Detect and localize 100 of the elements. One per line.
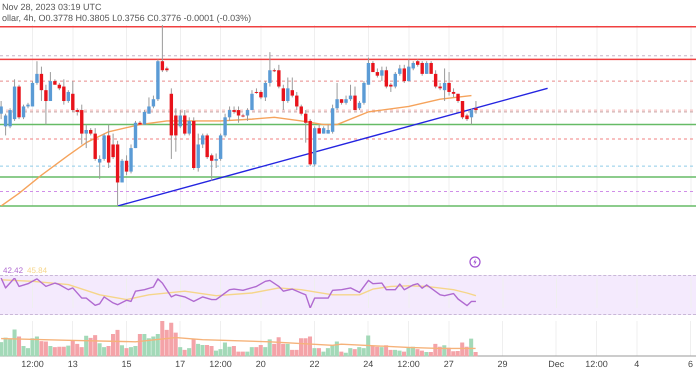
x-tick-label: 6 bbox=[688, 359, 694, 370]
candlestick bbox=[268, 52, 272, 88]
bar bbox=[348, 348, 352, 356]
candlestick bbox=[223, 113, 227, 138]
bar bbox=[16, 336, 22, 356]
x-tick-label: 29 bbox=[497, 359, 508, 370]
candlestick bbox=[447, 72, 451, 96]
candlestick bbox=[424, 60, 428, 74]
candlestick bbox=[376, 68, 380, 78]
bar bbox=[290, 350, 294, 356]
candlestick bbox=[300, 104, 303, 116]
x-tick-label: 12:00 bbox=[21, 359, 44, 370]
candlestick bbox=[178, 110, 182, 129]
candlestick bbox=[259, 90, 263, 100]
candlestick bbox=[394, 72, 398, 89]
candlestick bbox=[452, 88, 456, 98]
candlestick bbox=[420, 60, 424, 76]
bar bbox=[196, 344, 200, 356]
bar bbox=[240, 352, 245, 356]
candlestick bbox=[344, 95, 348, 106]
bar bbox=[209, 346, 214, 356]
bar bbox=[357, 347, 362, 356]
candlestick bbox=[0, 100, 3, 120]
bar bbox=[316, 348, 321, 356]
candlestick bbox=[264, 80, 268, 102]
bar bbox=[192, 339, 196, 356]
candlestick bbox=[286, 76, 290, 104]
bar bbox=[370, 346, 375, 356]
candlestick bbox=[228, 106, 232, 122]
candlestick bbox=[402, 64, 406, 84]
bar bbox=[66, 346, 70, 356]
bar bbox=[380, 347, 384, 356]
candlestick bbox=[398, 64, 402, 76]
candlestick bbox=[200, 133, 204, 149]
bar bbox=[227, 346, 232, 356]
bar bbox=[424, 352, 428, 356]
bar bbox=[352, 349, 357, 356]
bar bbox=[48, 346, 52, 356]
bar bbox=[156, 334, 160, 356]
candlestick bbox=[335, 82, 339, 111]
candlestick bbox=[160, 24, 164, 73]
candlestick bbox=[384, 66, 388, 89]
bar bbox=[250, 347, 254, 356]
bar bbox=[182, 350, 187, 356]
candlestick bbox=[102, 133, 106, 162]
candlestick bbox=[48, 72, 52, 102]
bar bbox=[120, 345, 124, 356]
bar bbox=[44, 341, 48, 356]
x-tick-label: 12:00 bbox=[209, 359, 232, 370]
candlestick bbox=[196, 133, 200, 172]
candlestick bbox=[66, 90, 70, 104]
bar bbox=[178, 347, 182, 356]
bar bbox=[474, 352, 478, 356]
bar bbox=[115, 330, 120, 356]
candlestick bbox=[214, 153, 218, 168]
text: 45.84 bbox=[27, 266, 48, 275]
x-tick-label: 12:00 bbox=[397, 359, 420, 370]
candlestick bbox=[282, 84, 286, 111]
candlestick bbox=[330, 104, 334, 134]
candlestick bbox=[44, 84, 48, 126]
x-tick-label: 17 bbox=[175, 359, 186, 370]
x-tick-label: 24 bbox=[363, 359, 374, 370]
candlestick bbox=[183, 110, 186, 136]
bar bbox=[397, 350, 402, 356]
x-tick-label: 4 bbox=[634, 359, 640, 370]
x-tick-label: 12:00 bbox=[585, 359, 608, 370]
bar bbox=[339, 352, 344, 356]
candlestick bbox=[152, 95, 156, 109]
bar bbox=[205, 344, 210, 356]
candlestick bbox=[188, 116, 191, 136]
candlestick bbox=[84, 124, 88, 149]
x-tick-label: 27 bbox=[444, 359, 454, 370]
x-tick-label: 20 bbox=[256, 359, 266, 370]
candlestick bbox=[218, 133, 222, 162]
bar bbox=[308, 336, 312, 356]
bar bbox=[4, 338, 8, 356]
candlestick bbox=[295, 91, 298, 111]
candlestick bbox=[98, 154, 102, 180]
candlestick bbox=[470, 108, 474, 126]
bar bbox=[469, 338, 474, 356]
bar bbox=[214, 350, 218, 356]
bar bbox=[402, 352, 406, 356]
bar bbox=[312, 348, 317, 356]
bar bbox=[34, 336, 39, 356]
bar bbox=[393, 350, 398, 356]
candlestick bbox=[120, 158, 124, 183]
text: 42.42 bbox=[3, 266, 24, 275]
bar bbox=[138, 334, 142, 356]
bar bbox=[133, 346, 138, 356]
x-tick-label: 22 bbox=[309, 359, 320, 370]
x-tick-label: Dec bbox=[548, 359, 565, 370]
candlestick bbox=[380, 66, 384, 82]
bar bbox=[62, 346, 66, 356]
x-tick-label: 13 bbox=[68, 359, 78, 370]
bar bbox=[187, 348, 192, 356]
bar bbox=[124, 348, 128, 356]
bar bbox=[98, 343, 102, 356]
bar bbox=[70, 340, 75, 356]
candlestick bbox=[434, 70, 438, 89]
chart-subtitle: ollar, 4h, O0.3778 H0.3805 L0.3756 C0.3776 -0.0001 (-0.03%) bbox=[2, 13, 252, 23]
